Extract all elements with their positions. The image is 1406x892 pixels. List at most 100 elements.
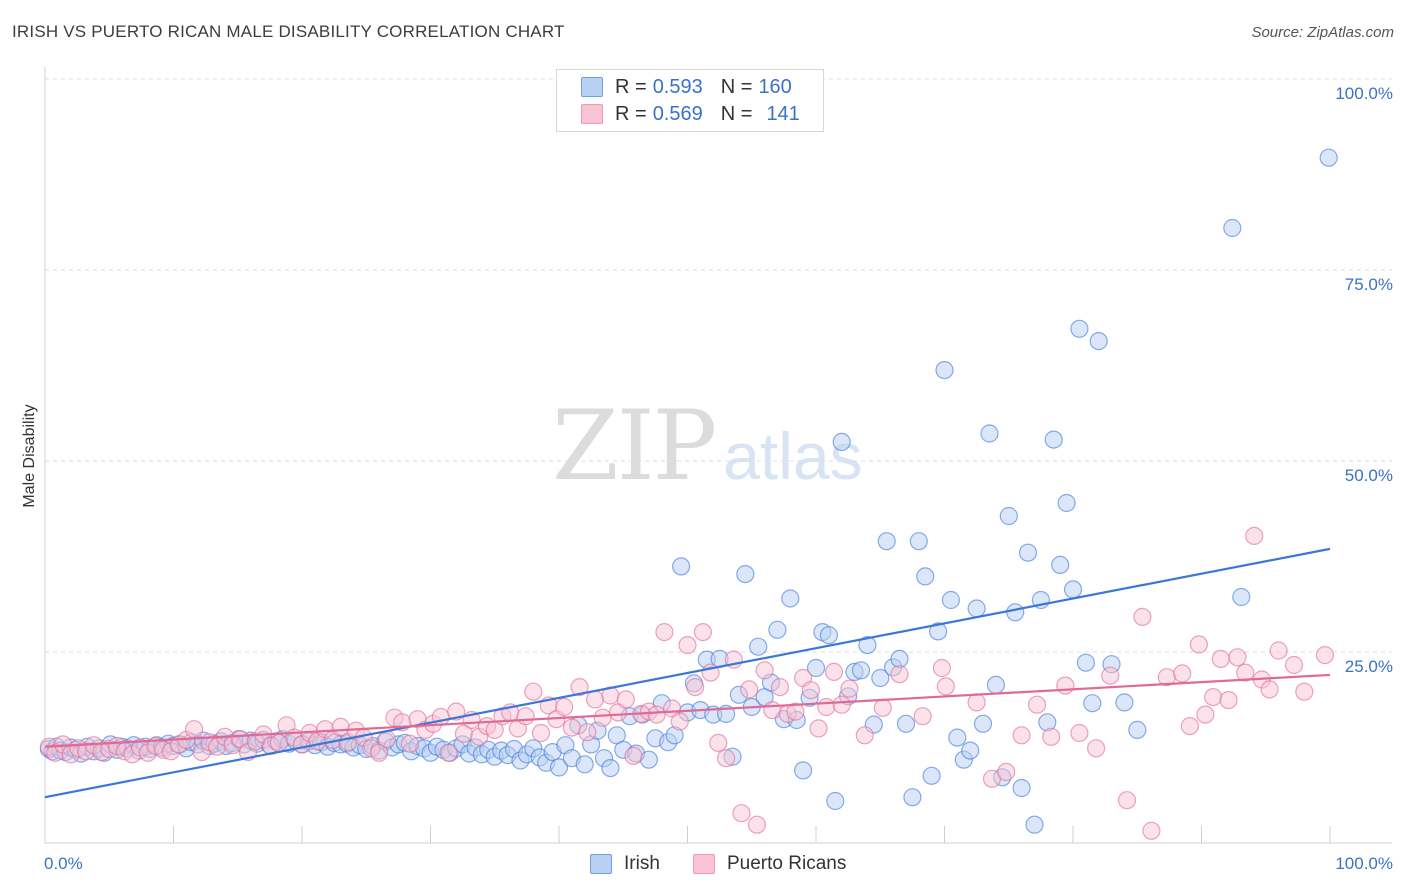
data-point-puerto-ricans [578, 723, 597, 742]
data-point-puerto-ricans [1142, 821, 1161, 840]
data-point-irish [896, 714, 916, 733]
data-point-puerto-ricans [832, 695, 851, 714]
data-point-puerto-ricans [1173, 664, 1192, 683]
data-point-irish [1128, 720, 1147, 740]
data-point-irish [1232, 587, 1251, 607]
data-point-puerto-ricans [331, 717, 350, 737]
data-point-puerto-ricans [1203, 687, 1223, 707]
legend-n-value-puerto-ricans: 141 [766, 102, 800, 125]
data-point-puerto-ricans [786, 702, 805, 721]
data-point-irish [877, 532, 896, 551]
data-point-irish [916, 567, 935, 586]
data-point-puerto-ricans [716, 749, 736, 768]
data-point-puerto-ricans [1012, 726, 1031, 745]
source-label: Source: ZipAtlas.com [1251, 24, 1394, 41]
data-point-irish [986, 675, 1006, 695]
legend-box: R = 0.593 N = 160 R = 0.569 N = 141 [556, 69, 824, 132]
data-point-irish [941, 590, 961, 610]
data-point-puerto-ricans [755, 661, 774, 680]
data-point-puerto-ricans [1236, 663, 1255, 682]
data-point-irish [639, 750, 659, 769]
data-point-puerto-ricans [370, 743, 389, 762]
data-point-irish [1319, 148, 1338, 167]
data-point-puerto-ricans [890, 665, 909, 684]
data-point-puerto-ricans [840, 679, 859, 698]
data-point-puerto-ricans [1070, 723, 1089, 743]
data-point-irish [1012, 778, 1031, 798]
bottom-legend-irish: Irish [590, 852, 660, 876]
data-point-puerto-ricans [1284, 655, 1304, 675]
data-point-irish [832, 432, 851, 451]
data-point-irish [961, 741, 980, 760]
data-point-irish [1006, 603, 1025, 622]
data-point-puerto-ricans [678, 635, 697, 655]
data-point-irish [851, 661, 871, 680]
legend-swatch-irish [581, 77, 603, 97]
bottom-legend-swatch-irish [590, 854, 612, 874]
data-point-irish [1115, 693, 1134, 712]
y-tick-label: 100.0% [1335, 84, 1393, 103]
data-point-puerto-ricans [936, 677, 955, 696]
data-point-irish [1063, 580, 1083, 599]
legend-row-irish: R = 0.593 N = 160 [581, 75, 792, 99]
data-point-puerto-ricans [1315, 645, 1335, 665]
data-point-puerto-ricans [616, 690, 635, 709]
data-point-puerto-ricans [1219, 690, 1238, 710]
data-point-puerto-ricans [1269, 641, 1288, 660]
data-point-puerto-ricans [1295, 682, 1314, 701]
legend-r-value-puerto-ricans: 0.569 [652, 102, 703, 125]
data-point-puerto-ricans [624, 746, 643, 766]
data-point-irish [909, 532, 928, 551]
data-point-puerto-ricans [1189, 635, 1209, 654]
legend-n-label: N = [720, 102, 753, 125]
data-point-irish [999, 506, 1018, 526]
data-point-irish [806, 658, 826, 678]
legend-n-value-irish: 160 [758, 75, 792, 98]
data-point-irish [793, 761, 813, 780]
data-point-puerto-ricans [655, 622, 674, 642]
data-point-irish [922, 766, 941, 785]
data-point-puerto-ricans [593, 708, 612, 727]
data-point-puerto-ricans [801, 681, 821, 700]
data-point-irish [935, 361, 954, 380]
data-point-puerto-ricans [516, 707, 535, 726]
data-point-irish [601, 758, 620, 778]
legend-n-label: N = [720, 75, 753, 98]
data-point-irish [1083, 694, 1102, 713]
trend-line-irish [44, 547, 1331, 799]
legend-swatch-puerto-ricans [581, 104, 603, 124]
data-point-puerto-ricans [770, 677, 790, 697]
data-point-puerto-ricans [997, 762, 1016, 782]
data-point-puerto-ricans [686, 677, 705, 697]
data-point-puerto-ricans [1196, 705, 1215, 724]
data-point-puerto-ricans [763, 700, 782, 720]
data-point-irish [1057, 493, 1076, 513]
data-point-irish [826, 791, 845, 811]
data-point-puerto-ricans [873, 698, 892, 717]
bottom-legend-label-irish: Irish [624, 853, 660, 874]
data-point-irish [575, 755, 594, 774]
data-point-puerto-ricans [670, 712, 689, 731]
data-point-irish [671, 557, 691, 576]
data-point-irish [973, 714, 993, 733]
data-point-puerto-ricans [1228, 648, 1247, 667]
data-point-puerto-ricans [1245, 526, 1264, 546]
data-point-irish [903, 788, 922, 807]
data-point-puerto-ricans [709, 733, 728, 753]
data-point-puerto-ricans [647, 705, 666, 724]
y-axis-label: Male Disability [21, 404, 38, 507]
data-point-puerto-ricans [1027, 695, 1047, 714]
data-point-puerto-ricans [1086, 739, 1106, 758]
bottom-legend-puerto-ricans: Puerto Ricans [693, 852, 846, 876]
data-point-puerto-ricans [439, 743, 458, 762]
data-point-irish [1223, 218, 1242, 238]
data-point-irish [1025, 815, 1044, 834]
data-point-irish [736, 564, 755, 584]
data-point-puerto-ricans [554, 697, 574, 717]
data-point-puerto-ricans [531, 723, 551, 743]
data-point-irish [549, 758, 569, 777]
data-point-puerto-ricans [967, 693, 986, 712]
legend-r-value-irish: 0.593 [652, 75, 703, 98]
data-point-irish [781, 589, 800, 608]
